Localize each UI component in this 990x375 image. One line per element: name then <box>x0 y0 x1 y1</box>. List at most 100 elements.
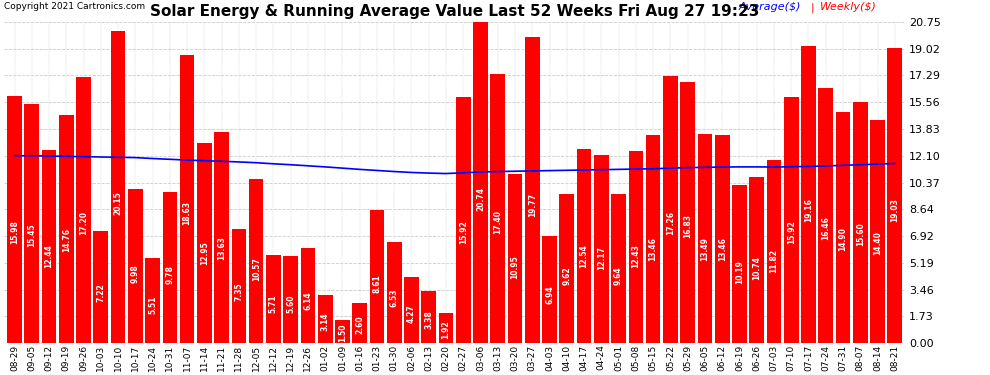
Bar <box>456 96 470 343</box>
Bar <box>352 303 367 343</box>
Bar <box>784 96 799 343</box>
Bar <box>543 236 557 343</box>
Bar <box>318 294 333 343</box>
Text: 15.45: 15.45 <box>28 224 37 247</box>
Bar <box>819 88 833 343</box>
Text: 5.71: 5.71 <box>269 294 278 313</box>
Text: 15.98: 15.98 <box>10 220 19 244</box>
Text: 16.83: 16.83 <box>683 214 692 238</box>
Text: 17.26: 17.26 <box>666 211 675 235</box>
Text: 18.63: 18.63 <box>182 201 192 225</box>
Text: 12.44: 12.44 <box>45 244 53 268</box>
Text: |: | <box>811 2 814 13</box>
Text: 7.22: 7.22 <box>96 284 105 302</box>
Bar <box>559 194 574 343</box>
Bar <box>76 77 91 343</box>
Bar <box>162 192 177 343</box>
Bar <box>146 258 160 343</box>
Bar <box>283 256 298 343</box>
Bar <box>680 82 695 343</box>
Text: 4.27: 4.27 <box>407 304 416 323</box>
Text: 12.54: 12.54 <box>579 244 589 268</box>
Text: 13.46: 13.46 <box>648 237 657 261</box>
Text: 2.60: 2.60 <box>355 316 364 334</box>
Text: Weekly($): Weekly($) <box>820 2 876 12</box>
Text: 16.46: 16.46 <box>822 216 831 240</box>
Text: 20.15: 20.15 <box>114 191 123 214</box>
Text: 19.77: 19.77 <box>528 193 537 217</box>
Text: 8.61: 8.61 <box>372 274 381 292</box>
Bar <box>870 120 885 343</box>
Text: 17.40: 17.40 <box>493 210 502 234</box>
Bar <box>594 154 609 343</box>
Bar <box>732 185 746 343</box>
Bar <box>7 96 22 343</box>
Bar <box>490 74 505 343</box>
Text: 20.74: 20.74 <box>476 187 485 211</box>
Text: 15.92: 15.92 <box>458 220 467 244</box>
Text: 9.98: 9.98 <box>131 264 140 283</box>
Text: 12.17: 12.17 <box>597 246 606 270</box>
Text: 19.03: 19.03 <box>890 199 899 222</box>
Bar <box>422 291 436 343</box>
Text: 7.35: 7.35 <box>235 283 244 301</box>
Text: 1.92: 1.92 <box>442 321 450 339</box>
Bar <box>336 320 349 343</box>
Text: 10.57: 10.57 <box>251 258 260 282</box>
Text: 11.82: 11.82 <box>769 249 778 273</box>
Bar <box>387 242 402 343</box>
Bar <box>749 177 764 343</box>
Text: 9.78: 9.78 <box>165 266 174 285</box>
Text: 3.14: 3.14 <box>321 312 330 331</box>
Text: 10.95: 10.95 <box>511 255 520 279</box>
Bar <box>128 189 143 343</box>
Text: 3.38: 3.38 <box>425 310 434 329</box>
Bar <box>698 134 712 343</box>
Text: 6.53: 6.53 <box>390 288 399 307</box>
Bar <box>801 46 816 343</box>
Text: 5.60: 5.60 <box>286 295 295 314</box>
Text: 13.63: 13.63 <box>217 236 226 260</box>
Bar <box>111 31 126 343</box>
Text: 1.50: 1.50 <box>338 324 346 342</box>
Text: 12.43: 12.43 <box>632 244 641 268</box>
Text: 13.49: 13.49 <box>700 237 710 261</box>
Text: 17.20: 17.20 <box>79 211 88 235</box>
Bar <box>766 160 781 343</box>
Text: 6.14: 6.14 <box>304 291 313 310</box>
Text: 14.76: 14.76 <box>61 228 71 252</box>
Text: Copyright 2021 Cartronics.com: Copyright 2021 Cartronics.com <box>4 2 146 11</box>
Bar <box>369 210 384 343</box>
Bar <box>887 48 902 343</box>
Text: 13.46: 13.46 <box>718 237 727 261</box>
Bar <box>508 174 523 343</box>
Title: Solar Energy & Running Average Value Last 52 Weeks Fri Aug 27 19:23: Solar Energy & Running Average Value Las… <box>149 4 759 19</box>
Bar <box>577 149 591 343</box>
Text: 9.62: 9.62 <box>562 267 571 285</box>
Text: 15.60: 15.60 <box>855 222 864 246</box>
Text: 6.94: 6.94 <box>545 285 554 304</box>
Bar <box>645 135 660 343</box>
Bar <box>248 179 263 343</box>
Bar <box>180 55 194 343</box>
Text: 15.92: 15.92 <box>787 220 796 244</box>
Text: 10.19: 10.19 <box>735 260 743 284</box>
Text: 10.74: 10.74 <box>752 256 761 280</box>
Bar <box>715 135 730 343</box>
Bar <box>266 255 281 343</box>
Bar <box>232 230 247 343</box>
Text: 5.51: 5.51 <box>148 296 157 314</box>
Text: 14.90: 14.90 <box>839 227 847 251</box>
Bar <box>42 150 56 343</box>
Bar <box>525 37 540 343</box>
Text: 19.16: 19.16 <box>804 198 813 222</box>
Bar <box>59 114 73 343</box>
Bar <box>93 231 108 343</box>
Text: 9.64: 9.64 <box>614 267 623 285</box>
Bar <box>473 22 488 343</box>
Bar <box>197 142 212 343</box>
Bar <box>853 102 867 343</box>
Bar <box>836 112 850 343</box>
Bar <box>404 277 419 343</box>
Bar <box>214 132 229 343</box>
